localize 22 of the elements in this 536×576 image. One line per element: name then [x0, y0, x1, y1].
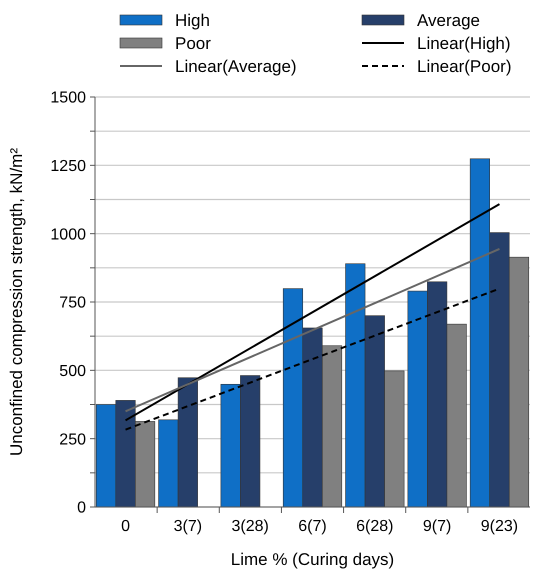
- x-tick-label: 9(7): [422, 518, 452, 535]
- x-tick-label: 9(23): [480, 518, 518, 535]
- x-axis-title: Lime % (Curing days): [230, 550, 394, 569]
- y-axis-title: Unconfined compression strength, kN/m²: [7, 148, 26, 456]
- y-tick-label: 250: [59, 431, 86, 448]
- y-tick-label: 1500: [50, 90, 86, 107]
- x-tick-label: 3(7): [174, 518, 202, 535]
- x-tick-label: 0: [121, 518, 130, 535]
- legend-label: Linear(High): [417, 34, 511, 53]
- x-tick-label: 3(28): [232, 518, 269, 535]
- y-tick-label: 500: [59, 362, 86, 380]
- y-tick-label: 1000: [50, 226, 86, 244]
- legend-label: High: [175, 11, 210, 30]
- legend-label: Average: [417, 11, 480, 30]
- x-tick-label: 6(28): [356, 518, 394, 535]
- y-tick-label: 750: [59, 294, 86, 312]
- x-tick-label: 6(7): [298, 518, 327, 535]
- legend-label: Linear(Average): [175, 57, 297, 76]
- legend-label: Poor: [175, 34, 212, 53]
- y-tick-label: 1250: [50, 158, 86, 175]
- y-tick-label: 0: [77, 500, 86, 517]
- legend-label: Linear(Poor): [417, 57, 512, 76]
